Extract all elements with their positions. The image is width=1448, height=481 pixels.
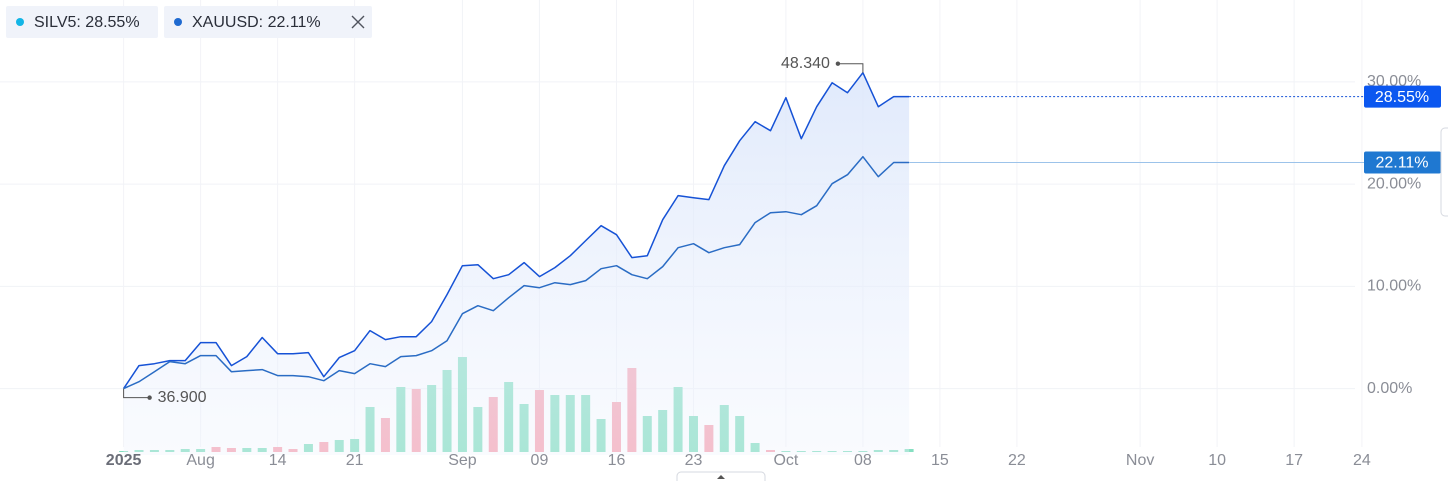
x-tick-label: 08 <box>854 452 872 469</box>
legend-label: XAUUSD: 22.11% <box>192 14 321 31</box>
annotation-label: 48.340 <box>781 55 830 72</box>
x-tick-label: 21 <box>346 452 364 469</box>
y-tick-label: 20.00% <box>1367 175 1421 192</box>
x-tick-label: 17 <box>1285 452 1303 469</box>
annotation-label: 36.900 <box>158 389 207 406</box>
x-tick-label: 22 <box>1008 452 1026 469</box>
series-line <box>123 155 910 390</box>
series-line <box>122 71 910 390</box>
x-tick-label: 10 <box>1208 452 1226 469</box>
x-tick-label: Sep <box>448 452 477 469</box>
x-tick-label: 09 <box>531 452 549 469</box>
side-panel-handle[interactable] <box>1440 127 1448 217</box>
legend-close[interactable] <box>351 15 365 29</box>
plot <box>122 71 1365 455</box>
volume-bar <box>904 449 914 452</box>
x-tick-label: 2025 <box>106 452 142 469</box>
legend: SILV5: 28.55% XAUUSD: 22.11% <box>6 6 372 38</box>
annotation-dot <box>147 395 152 400</box>
legend-label: SILV5: 28.55% <box>34 14 140 31</box>
x-tick-label: Aug <box>186 452 214 469</box>
annotation-dot <box>835 61 841 66</box>
labels: 0.00%10.00%20.00%30.00%2025 Aug 14 21 Sep 09 1… <box>106 55 1441 469</box>
x-tick-label: Oct <box>773 452 798 469</box>
legend-item <box>6 6 158 38</box>
x-tick-label: 15 <box>931 452 949 469</box>
y-tick-label: 0.00% <box>1367 380 1412 397</box>
price-tag-label: 28.55% <box>1375 89 1429 106</box>
price-tag <box>1364 151 1441 174</box>
legend-dot <box>174 18 182 26</box>
x-tick-label: 23 <box>685 452 703 469</box>
bottom-handle-arrow <box>717 475 725 479</box>
annotation-leader <box>123 388 150 399</box>
legend-dot <box>16 18 24 26</box>
annotation-leader <box>837 63 864 73</box>
area <box>123 72 910 455</box>
legend-item <box>164 6 372 38</box>
x-tick-label: 14 <box>269 452 287 469</box>
x-tick-label: 16 <box>608 452 626 469</box>
x-tick-label: 24 <box>1353 452 1371 469</box>
y-tick-label: 10.00% <box>1367 278 1421 295</box>
price-tag-label: 22.11% <box>1375 155 1428 172</box>
price-tag <box>1364 85 1441 108</box>
x-tick-label: Nov <box>1126 452 1154 469</box>
